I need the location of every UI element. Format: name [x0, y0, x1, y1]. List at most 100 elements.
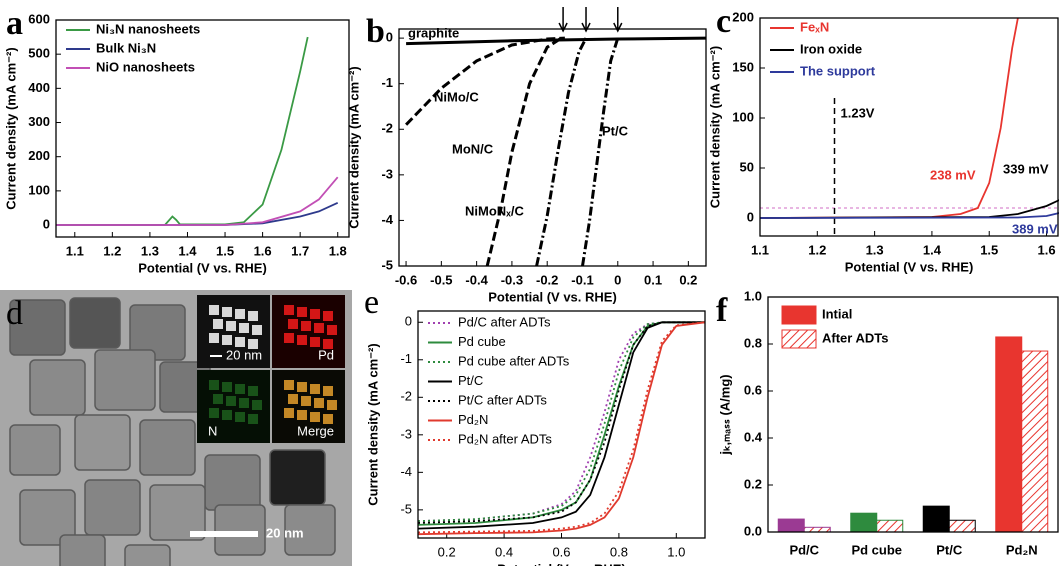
arrow	[582, 7, 590, 31]
y-tick-label: 0	[43, 216, 50, 231]
reference-label: 1.23V	[841, 105, 875, 120]
inset-cube	[288, 319, 298, 329]
y-tick-label: -3	[381, 166, 393, 181]
y-axis-label: Current density (mA cm⁻²)	[365, 343, 380, 505]
x-tick-label: 1.4	[178, 243, 197, 258]
inset-cube	[323, 311, 333, 321]
x-tick-label: Pd cube	[851, 542, 902, 557]
inset-cube	[209, 305, 219, 315]
inset-cube	[327, 325, 337, 335]
y-axis-label: Current density (mA cm⁻²)	[346, 66, 361, 228]
inset-cube	[235, 337, 245, 347]
x-tick-label: -0.3	[501, 272, 523, 287]
inset-cube	[284, 305, 294, 315]
panel-letter: e	[364, 284, 379, 321]
y-tick-label: 0.6	[744, 382, 762, 397]
x-tick-label: 1.2	[103, 243, 121, 258]
inset-label: Merge	[297, 423, 334, 438]
x-tick-label: Pt/C	[936, 542, 963, 557]
arrow	[614, 7, 622, 31]
x-tick-label: 0.1	[644, 272, 662, 287]
nanocube	[60, 535, 105, 566]
legend-label: Pd cube	[458, 334, 506, 349]
y-tick-label: 0	[747, 209, 754, 224]
x-tick-label: 1.1	[751, 242, 769, 257]
inset-cube	[222, 382, 232, 392]
x-tick-label: 1.6	[254, 243, 272, 258]
curve-label: NiMo/C	[434, 89, 479, 104]
data-line	[760, 188, 1059, 218]
y-axis-label: Current density (mA cm⁻²)	[707, 46, 722, 208]
legend-label: Pd₂N after ADTs	[458, 431, 552, 446]
inset-cube	[209, 333, 219, 343]
y-tick-label: -1	[381, 75, 393, 90]
inset-cube	[284, 380, 294, 390]
y-tick-label: 100	[28, 182, 50, 197]
y-tick-label: 600	[28, 11, 50, 26]
y-tick-label: 500	[28, 46, 50, 61]
plot-frame	[399, 29, 706, 266]
nanocube	[75, 415, 130, 470]
y-tick-label: 200	[28, 148, 50, 163]
y-axis-label: jₖ,ₘₐₛₛ (A/mg)	[717, 374, 732, 455]
nanocube	[140, 420, 195, 475]
data-line	[487, 38, 561, 266]
x-tick-label: 1.6	[1037, 242, 1055, 257]
x-tick-label: 1.3	[866, 242, 884, 257]
y-axis-label: Current density (mA cm⁻²)	[3, 47, 18, 209]
x-tick-label: -0.6	[395, 272, 417, 287]
y-tick-label: 0	[405, 314, 412, 329]
bar	[949, 520, 975, 532]
legend-label: Pt/C	[458, 373, 483, 388]
scale-bar-label: 20 nm	[266, 525, 304, 540]
x-tick-label: 1.0	[667, 544, 685, 559]
inset-cube	[297, 382, 307, 392]
inset-cube	[301, 321, 311, 331]
inset-cube	[222, 307, 232, 317]
bar	[923, 506, 949, 532]
x-tick-label: 1.1	[66, 243, 84, 258]
legend-label: Intial	[822, 306, 852, 321]
y-tick-label: 0.2	[744, 476, 762, 491]
legend-swatch	[782, 330, 816, 348]
x-tick-label: 0.4	[495, 544, 513, 559]
inset-cube	[310, 384, 320, 394]
y-tick-label: 0.8	[744, 335, 762, 350]
legend-label: Bulk Ni₃N	[96, 40, 156, 55]
y-tick-label: -4	[400, 464, 412, 479]
inset-cube	[314, 323, 324, 333]
x-tick-label: Pd₂N	[1006, 542, 1038, 557]
x-axis-label: Potential (V vs. RHE)	[488, 289, 617, 304]
inset-cube	[213, 394, 223, 404]
y-tick-label: 200	[732, 9, 754, 24]
inset-cube	[248, 386, 258, 396]
legend-swatch	[782, 306, 816, 324]
y-tick-label: 50	[740, 159, 754, 174]
inset-cube	[297, 410, 307, 420]
bar	[804, 527, 830, 532]
y-tick-label: 150	[732, 59, 754, 74]
x-tick-label: 0.2	[438, 544, 456, 559]
nanocube	[215, 505, 265, 555]
inset-cube	[248, 311, 258, 321]
legend-label: Pd/C after ADTs	[458, 314, 551, 329]
y-tick-label: -3	[400, 426, 412, 441]
legend-label: After ADTs	[822, 330, 888, 345]
x-tick-label: 1.3	[141, 243, 159, 258]
y-tick-label: -5	[400, 501, 412, 516]
data-line	[760, 18, 1018, 218]
arrow	[559, 7, 567, 31]
bar	[996, 337, 1022, 532]
x-tick-label: 0.2	[679, 272, 697, 287]
x-tick-label: -0.4	[465, 272, 488, 287]
figure: 20 nm20 nmPdNMerge da0100200300400500600…	[0, 0, 1059, 566]
y-tick-label: -1	[400, 351, 412, 366]
nanocube	[10, 425, 60, 475]
inset-cube	[222, 410, 232, 420]
nanocube	[85, 480, 140, 535]
nanocube	[270, 450, 325, 505]
x-tick-label: 1.8	[329, 243, 347, 258]
legend-label: Pt/C after ADTs	[458, 392, 547, 407]
inset-cube	[226, 321, 236, 331]
